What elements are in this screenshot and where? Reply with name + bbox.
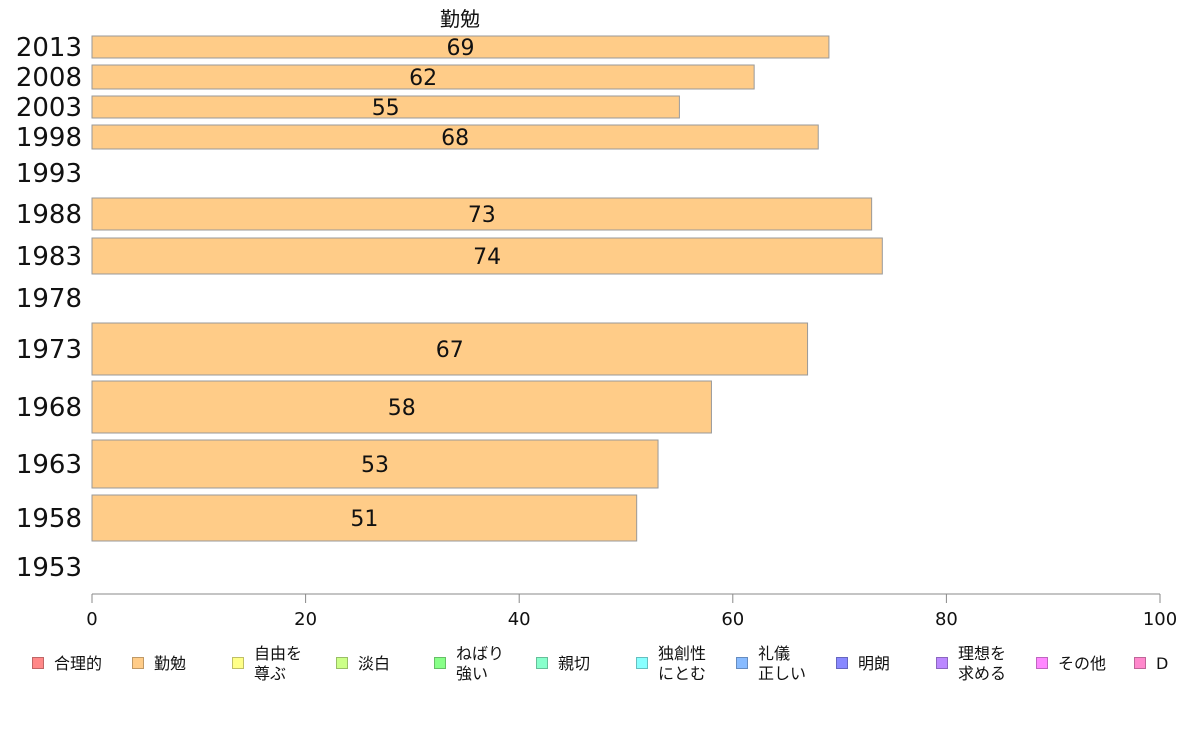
legend-swatch [32, 657, 44, 669]
category-label: 1988 [16, 200, 82, 230]
data-label: 51 [350, 507, 378, 532]
bar [91, 439, 659, 489]
data-label: 62 [409, 66, 437, 91]
data-label: 73 [468, 203, 496, 228]
legend-swatch [736, 657, 748, 669]
category-label: 1978 [16, 284, 82, 314]
legend-label: 理想を 求める [958, 644, 1007, 683]
data-label: 53 [361, 453, 389, 478]
legend-item: 礼儀 正しい [736, 644, 806, 684]
bar [91, 494, 638, 542]
legend-swatch [836, 657, 848, 669]
x-tick-label: 100 [1143, 609, 1177, 630]
x-axis: 0 20 40 60 80 100 [86, 593, 1177, 630]
legend-item: 自由を 尊ぶ [232, 644, 302, 684]
legend-swatch [1036, 657, 1048, 669]
category-label: 1973 [16, 335, 82, 365]
chart-title: 勤勉 [440, 7, 480, 31]
legend-swatch [1134, 657, 1146, 669]
legend-label: 独創性 にとむ [658, 644, 707, 683]
legend-label: 明朗 [858, 654, 891, 673]
bar [91, 95, 680, 119]
legend-label: 自由を 尊ぶ [254, 644, 303, 683]
legend: 合理的 勤勉 自由を 尊ぶ 淡白 ねばり 強い 親切 独創性 にとむ 礼儀 正しい 明朗 理想を … [32, 644, 1188, 694]
legend-swatch [434, 657, 446, 669]
bar [91, 380, 712, 434]
data-label: 69 [446, 36, 474, 61]
category-label: 2003 [16, 93, 82, 123]
legend-item: 淡白 [336, 644, 390, 674]
legend-swatch [536, 657, 548, 669]
legend-item: D [1134, 644, 1168, 674]
x-tick-label: 80 [935, 609, 958, 630]
bar-chart: 勤勉 69 62 55 68 73 74 67 58 53 51 2013200820031998… [16, 7, 1177, 630]
category-label: 1998 [16, 123, 82, 153]
category-label: 1963 [16, 450, 82, 480]
category-label: 2013 [16, 33, 82, 63]
legend-item: 理想を 求める [936, 644, 1006, 684]
legend-item: ねばり 強い [434, 644, 504, 684]
category-label: 2008 [16, 63, 82, 93]
legend-label: 合理的 [54, 654, 103, 673]
legend-label: ねばり 強い [456, 644, 505, 683]
x-tick-label: 20 [294, 609, 317, 630]
legend-item: その他 [1036, 644, 1106, 674]
legend-label: 淡白 [358, 654, 391, 673]
data-label: 67 [436, 338, 464, 363]
bar [91, 322, 809, 376]
legend-swatch [232, 657, 244, 669]
legend-label: 勤勉 [154, 654, 187, 673]
legend-swatch [132, 657, 144, 669]
data-label: 58 [388, 396, 416, 421]
legend-item: 合理的 [32, 644, 102, 674]
category-label: 1958 [16, 504, 82, 534]
category-label: 1953 [16, 553, 82, 583]
legend-swatch [336, 657, 348, 669]
legend-item: 勤勉 [132, 644, 186, 674]
legend-label: 礼儀 正しい [758, 644, 807, 683]
data-label: 55 [372, 96, 400, 121]
legend-label: D [1156, 654, 1169, 673]
bar [91, 237, 883, 275]
bar [91, 197, 873, 231]
category-label: 1993 [16, 159, 82, 189]
legend-label: 親切 [558, 654, 591, 673]
legend-item: 独創性 にとむ [636, 644, 706, 684]
bar [91, 124, 819, 150]
category-label: 1968 [16, 393, 82, 423]
data-label: 74 [473, 245, 501, 270]
legend-label: その他 [1058, 654, 1107, 673]
data-label: 68 [441, 126, 469, 151]
bar [91, 64, 755, 90]
bars-group: 69 62 55 68 73 74 67 58 53 51 [91, 35, 883, 542]
legend-item: 親切 [536, 644, 590, 674]
legend-swatch [636, 657, 648, 669]
bar [91, 35, 830, 59]
x-tick-label: 40 [508, 609, 531, 630]
x-tick-label: 0 [86, 609, 97, 630]
category-label: 1983 [16, 242, 82, 272]
legend-item: 明朗 [836, 644, 890, 674]
legend-swatch [936, 657, 948, 669]
x-tick-label: 60 [721, 609, 744, 630]
